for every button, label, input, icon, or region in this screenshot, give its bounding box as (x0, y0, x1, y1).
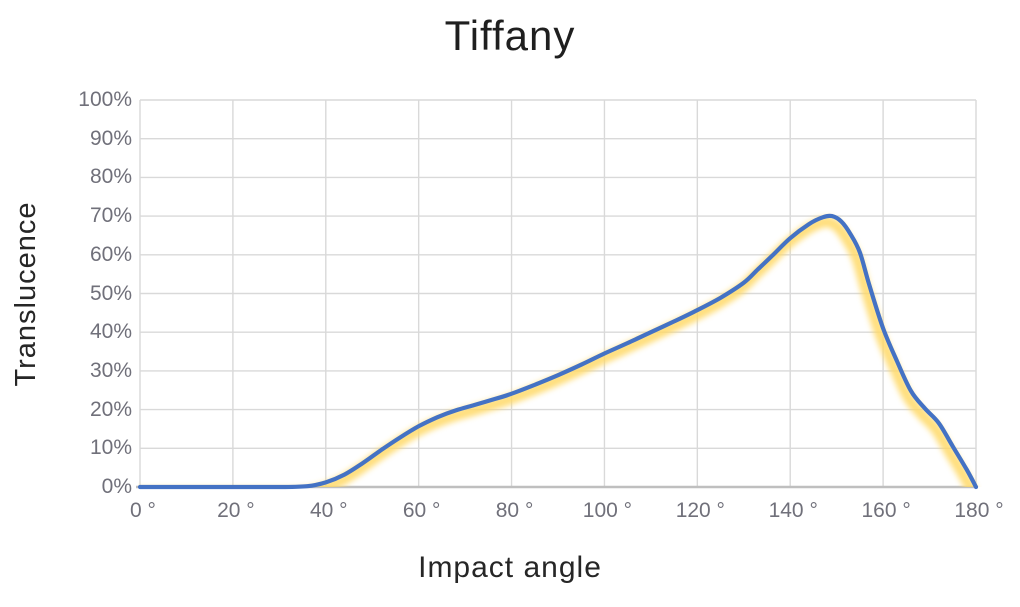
x-tick-label: 100 ° (582, 499, 633, 522)
series-shadow (300, 216, 977, 487)
y-tick-label: 20% (89, 397, 132, 421)
y-tick-label: 50% (89, 281, 132, 305)
y-tick-label: 10% (89, 436, 132, 460)
x-tick-label: 120 ° (675, 499, 725, 522)
y-tick-label: 0% (101, 475, 132, 498)
x-tick-label: 60 ° (402, 499, 441, 522)
x-tick-label: 140 ° (768, 499, 818, 522)
y-tick-label: 60% (89, 242, 132, 266)
x-tick-label: 40 ° (309, 499, 348, 522)
x-tick-label: 80 ° (495, 499, 534, 522)
y-tick-label: 80% (89, 165, 132, 189)
y-tick-label: 30% (89, 358, 132, 382)
x-axis-title: Impact angle (418, 551, 602, 584)
series-line (137, 213, 979, 490)
y-tick-label: 40% (89, 320, 132, 344)
y-tick-label: 70% (89, 204, 132, 228)
y-tick-label: 90% (89, 126, 132, 150)
chart-title: Tiffany (444, 12, 576, 59)
x-tick-label: 20 ° (217, 499, 255, 522)
x-tick-label: 180 ° (954, 499, 1004, 522)
x-tick-label: 0 ° (130, 499, 156, 522)
y-tick-label: 100% (78, 88, 132, 111)
gridlines (139, 99, 977, 488)
x-tick-label: 160 ° (861, 499, 911, 522)
